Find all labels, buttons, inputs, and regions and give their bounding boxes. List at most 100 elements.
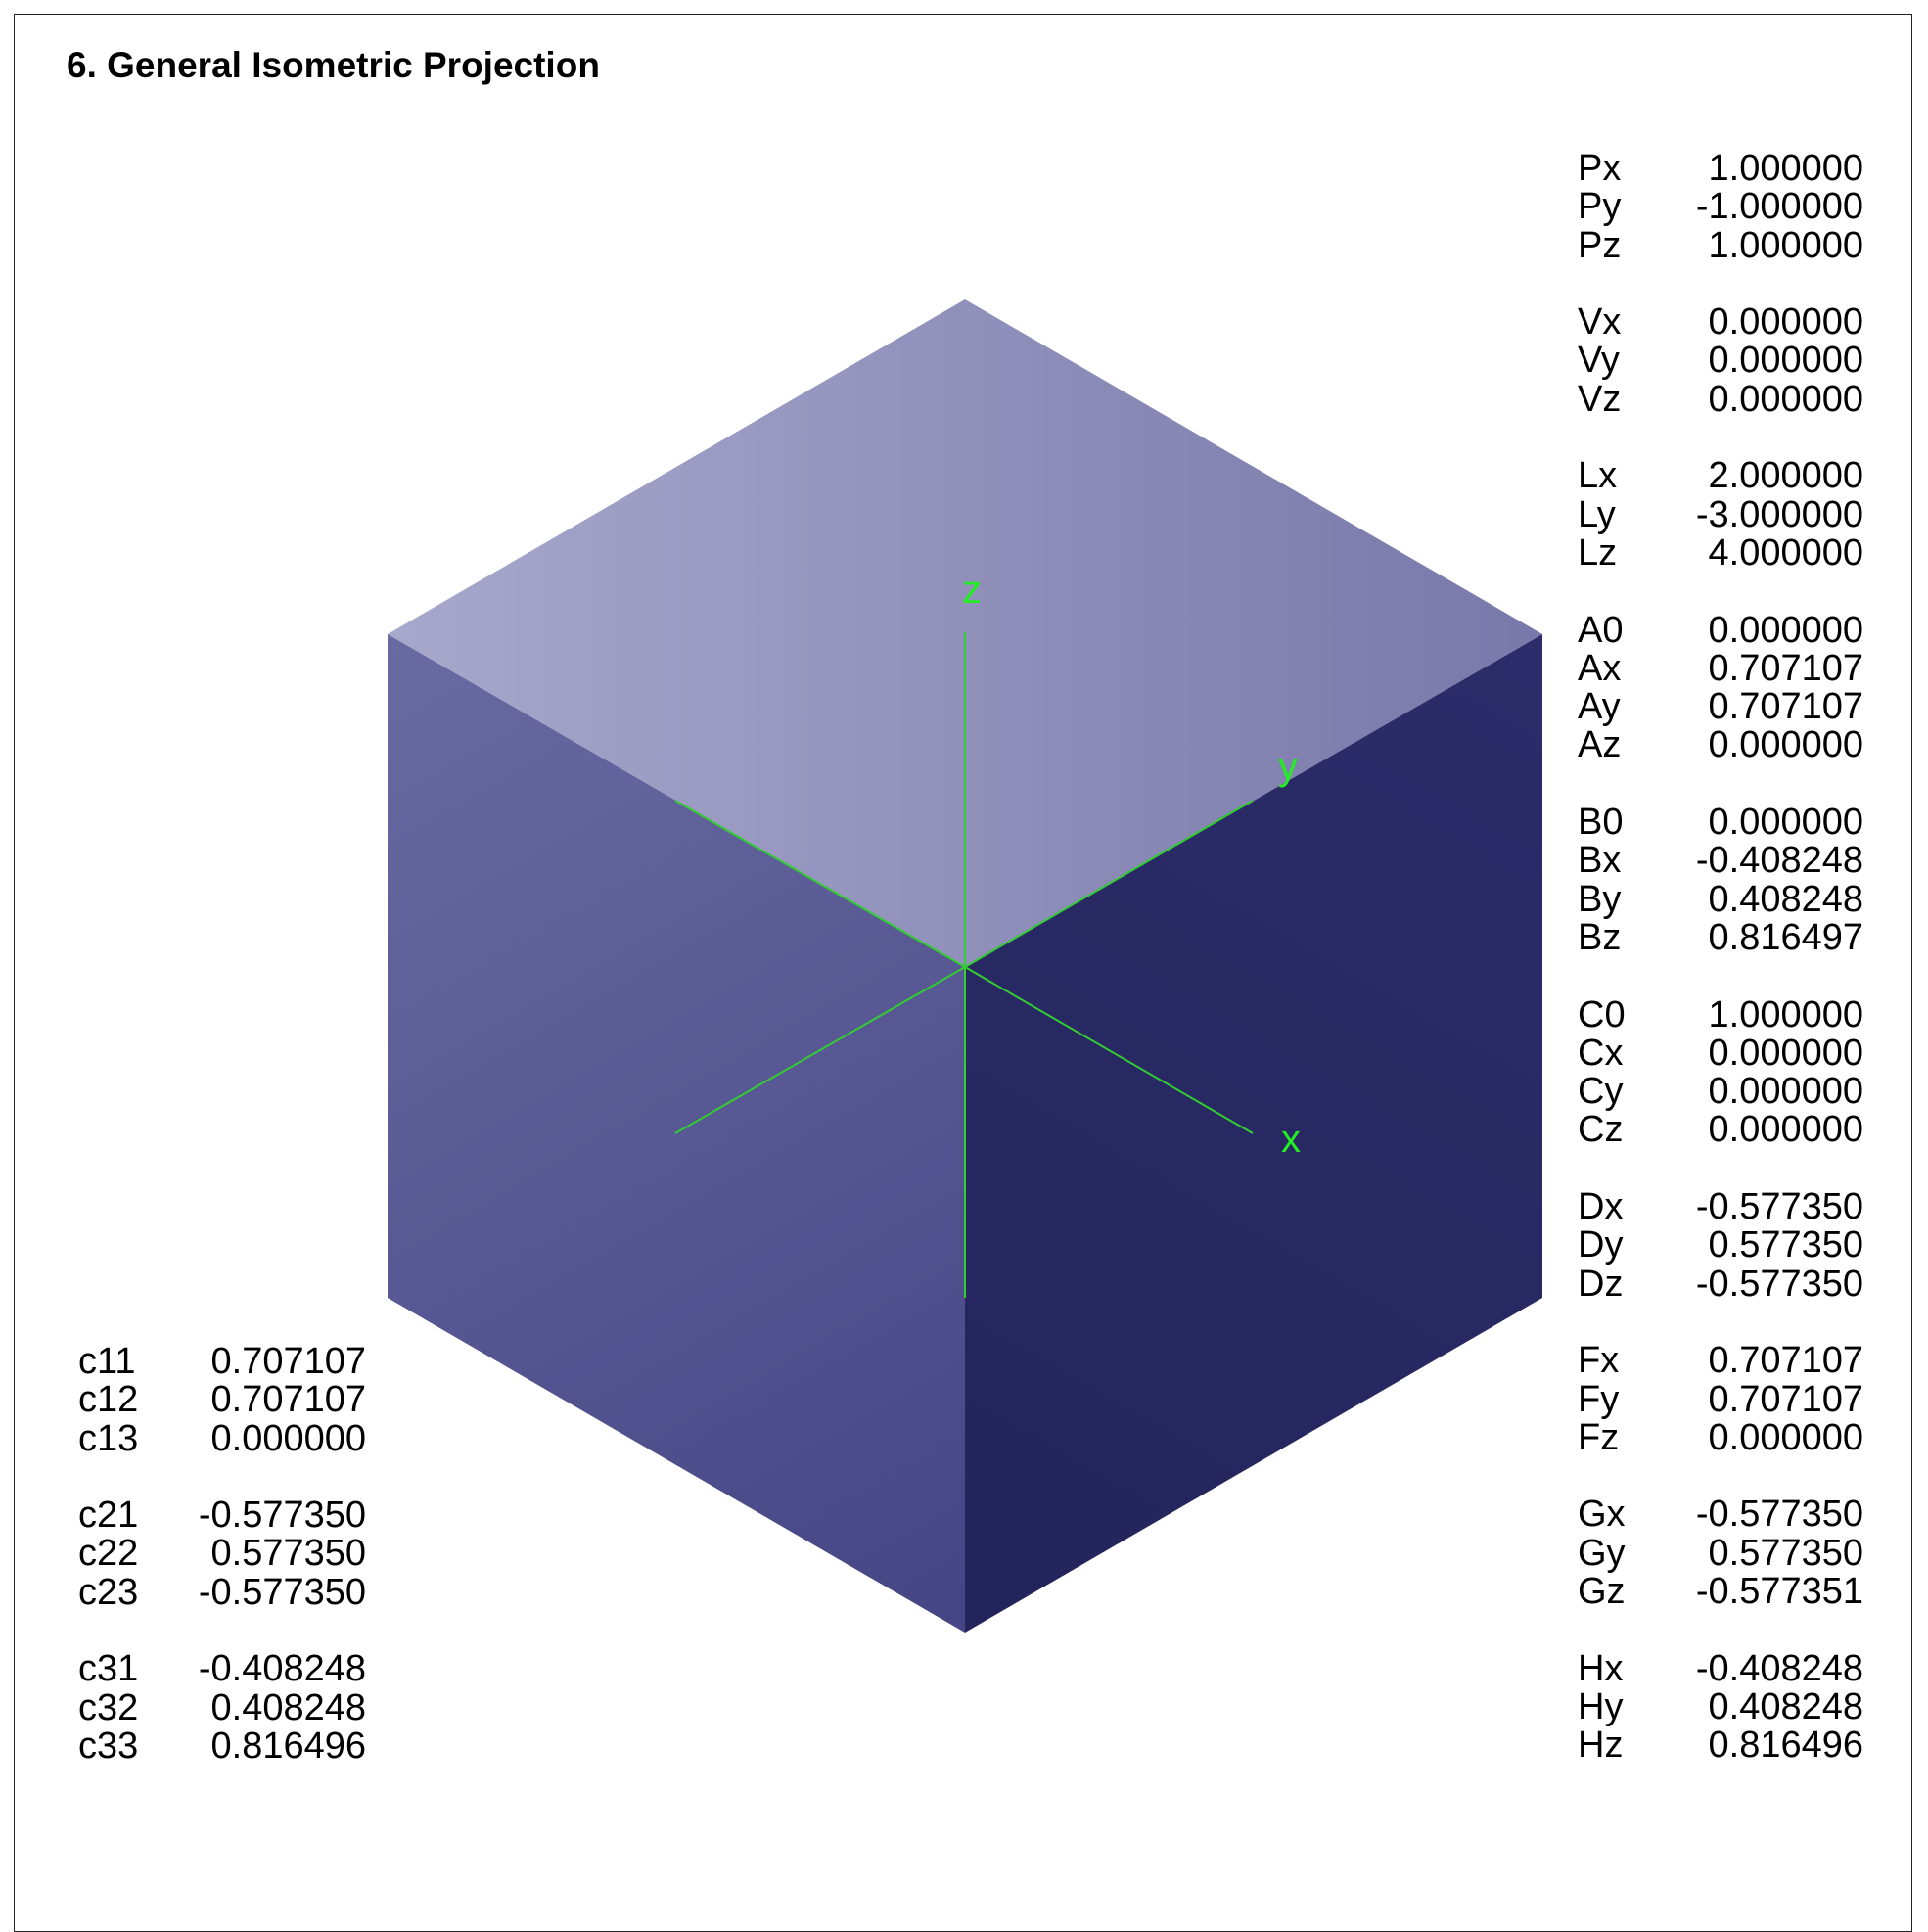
param-row-c12: c12 0.707107 (78, 1379, 367, 1421)
param-label: Dy (1578, 1224, 1624, 1266)
param-label: Az (1578, 724, 1622, 766)
param-label: C0 (1578, 993, 1626, 1035)
param-row-hx: Hx -0.408248 (1578, 1647, 1863, 1689)
row-gap (1578, 1304, 1863, 1342)
param-value: 0.000000 (210, 1417, 367, 1459)
param-value: 0.000000 (1708, 1109, 1864, 1151)
param-row-gy: Gy 0.577350 (1578, 1532, 1863, 1574)
param-row-c23: c23 -0.577350 (78, 1573, 366, 1612)
param-value: 0.000000 (1708, 378, 1864, 420)
param-row-b0: B0 0.000000 (1578, 803, 1863, 842)
param-value: -3.000000 (1695, 493, 1863, 535)
param-value: 0.408248 (1708, 1685, 1864, 1727)
param-row-cx: Cx 0.000000 (1578, 1032, 1863, 1074)
matrix-panel-left: c11 0.707107 c12 0.707107 c13 0.000000 c21 -0.5… (78, 1341, 367, 1767)
param-label: Lx (1578, 455, 1618, 497)
param-value: 0.000000 (1708, 724, 1864, 766)
param-value: -0.408248 (198, 1648, 366, 1690)
param-value: 0.707107 (1708, 647, 1864, 689)
row-gap (1578, 419, 1863, 457)
param-label: Fy (1578, 1378, 1620, 1420)
param-value: 2.000000 (1708, 455, 1864, 497)
param-label: Bz (1578, 916, 1622, 958)
axis-y-label: y (1278, 745, 1298, 788)
param-row-gz: Gz -0.577351 (1578, 1570, 1863, 1612)
param-row-bx: Bx -0.408248 (1578, 842, 1863, 881)
param-row-pz: Pz 1.000000 (1578, 224, 1864, 266)
param-label: c33 (78, 1725, 139, 1767)
param-label: Gy (1578, 1532, 1626, 1574)
param-row-fx: Fx 0.707107 (1578, 1341, 1863, 1380)
param-label: Pz (1578, 224, 1622, 266)
param-label: Hz (1578, 1725, 1624, 1767)
param-row-lx: Lx 2.000000 (1578, 455, 1864, 497)
param-label: c13 (78, 1417, 139, 1459)
row-gap (1578, 1611, 1863, 1649)
param-row-vx: Vx 0.000000 (1578, 301, 1864, 344)
row-gap (1578, 573, 1863, 611)
param-row-fz: Fz 0.000000 (1578, 1416, 1863, 1458)
param-value: 1.000000 (1708, 224, 1864, 266)
param-value: 0.000000 (1708, 301, 1864, 344)
param-label: c31 (78, 1648, 139, 1690)
axis-x-line (964, 966, 1254, 1134)
row-gap (1578, 765, 1863, 804)
param-label: Gz (1578, 1570, 1626, 1612)
param-label: Vy (1578, 340, 1620, 382)
row-gap (1578, 1150, 1863, 1188)
param-row-c32: c32 0.408248 (78, 1686, 366, 1728)
param-value: 0.000000 (1708, 1071, 1864, 1113)
param-row-lz: Lz 4.000000 (1578, 531, 1864, 574)
param-row-bz: Bz 0.816497 (1578, 916, 1864, 958)
param-label: c21 (78, 1495, 139, 1537)
param-label: Lz (1578, 531, 1618, 574)
param-value: -0.408248 (1695, 1647, 1863, 1689)
param-row-vy: Vy 0.000000 (1578, 340, 1863, 382)
param-row-a0: A0 0.000000 (1578, 609, 1864, 651)
param-row-ay: Ay 0.707107 (1578, 686, 1864, 728)
row-gap (78, 1612, 366, 1650)
param-value: 0.707107 (210, 1341, 367, 1382)
param-row-py: Py -1.000000 (1578, 187, 1863, 226)
param-row-dx: Dx -0.577350 (1578, 1186, 1863, 1228)
param-label: Gx (1578, 1494, 1626, 1536)
param-value: 1.000000 (1708, 993, 1864, 1035)
param-value: 0.707107 (1708, 686, 1864, 728)
param-value: 0.816496 (1708, 1725, 1864, 1767)
param-value: 4.000000 (1708, 531, 1864, 574)
param-value: 0.707107 (210, 1379, 367, 1421)
param-label: Ax (1578, 647, 1622, 689)
param-label: By (1578, 878, 1622, 920)
param-value: 0.000000 (1708, 609, 1864, 651)
param-row-c31: c31 -0.408248 (78, 1648, 366, 1690)
param-row-cy: Cy 0.000000 (1578, 1071, 1864, 1113)
param-row-dz: Dz -0.577350 (1578, 1265, 1863, 1304)
param-label: c32 (78, 1686, 139, 1728)
param-label: Cx (1578, 1032, 1624, 1074)
param-label: Px (1578, 148, 1622, 189)
param-value: -0.577350 (198, 1495, 366, 1537)
param-value: -0.577350 (1695, 1186, 1863, 1228)
param-row-px: Px 1.000000 (1578, 148, 1863, 189)
page-title: 6. General Isometric Projection (67, 45, 600, 85)
row-gap (1578, 1457, 1863, 1495)
param-row-az: Az 0.000000 (1578, 724, 1864, 766)
param-value: -0.577350 (1695, 1494, 1863, 1536)
param-row-dy: Dy 0.577350 (1578, 1226, 1863, 1265)
param-row-ax: Ax 0.707107 (1578, 647, 1864, 689)
param-value: 0.577350 (210, 1533, 367, 1575)
param-label: Dz (1578, 1263, 1624, 1305)
param-label: c12 (78, 1379, 139, 1421)
param-row-c13: c13 0.000000 (78, 1417, 367, 1459)
param-label: Vz (1578, 378, 1622, 420)
param-row-gx: Gx -0.577350 (1578, 1494, 1863, 1536)
param-row-by: By 0.408248 (1578, 878, 1864, 920)
parameter-panel-right: Px 1.000000 Py -1.000000 Pz 1.000000 Vx 0.00000… (1578, 148, 1864, 1767)
param-value: 0.408248 (1708, 878, 1864, 920)
param-value: 0.816497 (1708, 916, 1864, 958)
axis-y-neg-line (674, 966, 966, 1134)
param-label: Hy (1578, 1685, 1624, 1727)
param-label: Fz (1578, 1416, 1620, 1458)
param-label: Ay (1578, 686, 1621, 728)
coordinate-axes (674, 632, 1254, 1298)
